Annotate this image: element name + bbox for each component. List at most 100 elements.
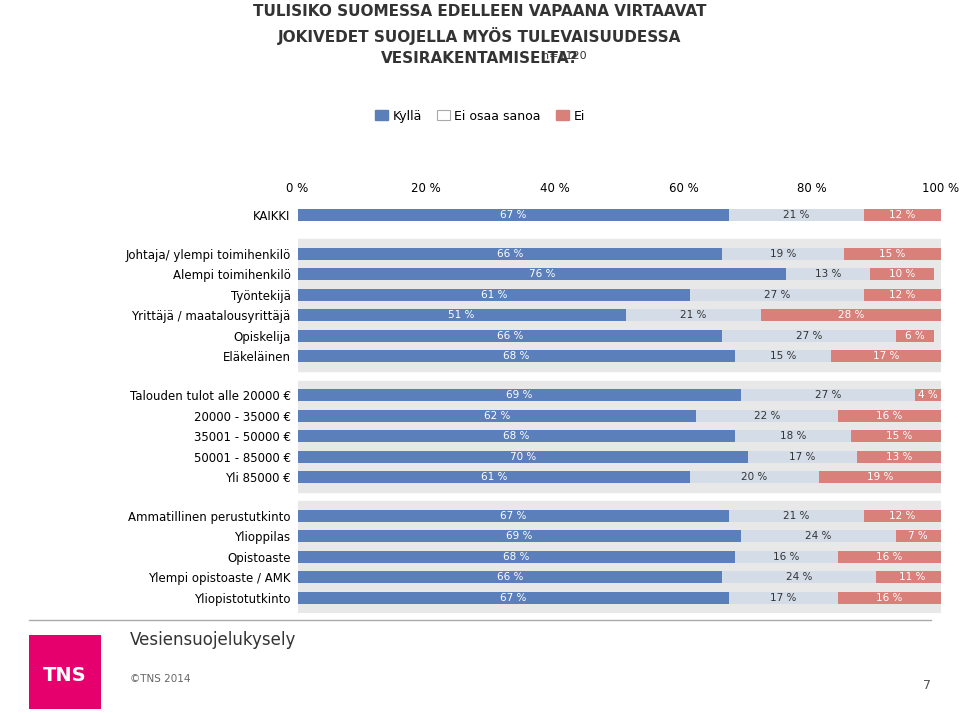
Text: 22 %: 22 % [754,411,780,421]
Text: 62 %: 62 % [484,411,510,421]
Text: 18 %: 18 % [780,431,806,441]
Text: 15 %: 15 % [879,249,905,259]
Bar [864,289,941,301]
Text: 12 %: 12 % [889,210,916,220]
Text: TNS: TNS [43,666,86,685]
Text: 66 %: 66 % [496,573,523,583]
Bar [298,330,722,342]
Text: 68 %: 68 % [503,431,530,441]
Bar [298,309,626,322]
Bar [735,430,851,442]
Text: 11 %: 11 % [899,573,925,583]
Bar [729,592,838,604]
Text: 69 %: 69 % [506,531,533,541]
Text: 16 %: 16 % [876,593,902,602]
Text: 13 %: 13 % [886,451,912,461]
Text: 21 %: 21 % [783,511,809,521]
Text: 68 %: 68 % [503,352,530,361]
Text: 16 %: 16 % [876,552,902,562]
Bar [838,551,941,563]
Text: 7: 7 [924,679,931,692]
Bar [870,268,934,280]
Text: ©TNS 2014: ©TNS 2014 [130,674,190,684]
Bar [298,471,690,483]
Bar [915,389,941,401]
Text: 68 %: 68 % [503,552,530,562]
Text: 24 %: 24 % [786,573,812,583]
Text: 12 %: 12 % [889,511,916,521]
Text: 20 %: 20 % [741,472,767,482]
Text: 28 %: 28 % [837,310,864,320]
Text: 17 %: 17 % [873,352,900,361]
Text: 69 %: 69 % [506,390,533,400]
Text: 10 %: 10 % [889,270,915,279]
Bar [298,551,735,563]
Bar [838,410,941,421]
Text: 70 %: 70 % [510,451,536,461]
Bar [298,248,722,260]
Bar [298,240,941,371]
Bar [896,330,934,342]
Bar [838,592,941,604]
Bar [298,451,748,463]
Text: 15 %: 15 % [770,352,797,361]
Text: 19 %: 19 % [867,472,893,482]
Bar [298,410,696,421]
Text: JOKIVEDET SUOJELLA MYÖS TULEVAISUUDESSA: JOKIVEDET SUOJELLA MYÖS TULEVAISUUDESSA [278,27,682,45]
Text: 66 %: 66 % [496,249,523,259]
Text: 13 %: 13 % [815,270,841,279]
Legend: Kyllä, Ei osaa sanoa, Ei: Kyllä, Ei osaa sanoa, Ei [375,110,585,123]
Text: 67 %: 67 % [500,210,526,220]
Bar [760,309,941,322]
Bar [298,289,690,301]
Bar [298,268,786,280]
Text: 27 %: 27 % [763,290,790,300]
Bar [298,381,941,491]
Bar [696,410,838,421]
Text: n=1120: n=1120 [542,51,587,61]
Text: Vesiensuojelukysely: Vesiensuojelukysely [130,631,296,649]
Bar [741,530,896,543]
Bar [735,350,831,362]
Text: 12 %: 12 % [889,290,916,300]
Bar [298,389,741,401]
Bar [876,571,948,583]
Bar [722,330,896,342]
Text: 15 %: 15 % [886,431,912,441]
Bar [857,451,941,463]
Bar [864,209,941,221]
Text: 51 %: 51 % [448,310,475,320]
Text: 66 %: 66 % [496,331,523,341]
Bar [298,430,735,442]
Text: 16 %: 16 % [876,411,902,421]
Bar [722,571,876,583]
Bar [819,471,941,483]
Bar [748,451,857,463]
Text: 67 %: 67 % [500,593,526,602]
Text: 27 %: 27 % [815,390,841,400]
Bar [298,350,735,362]
Text: 61 %: 61 % [481,290,507,300]
Text: 61 %: 61 % [481,472,507,482]
Bar [298,501,941,612]
Bar [864,510,941,522]
Bar [851,430,948,442]
Bar [729,209,864,221]
Bar [298,530,741,543]
Text: VESIRAKENTAMISELTA?: VESIRAKENTAMISELTA? [381,51,579,66]
Text: 7 %: 7 % [908,531,928,541]
Text: 19 %: 19 % [770,249,797,259]
Text: TULISIKO SUOMESSA EDELLEEN VAPAANA VIRTAAVAT: TULISIKO SUOMESSA EDELLEEN VAPAANA VIRTA… [253,4,707,19]
Text: 67 %: 67 % [500,511,526,521]
Bar [722,248,845,260]
Text: 21 %: 21 % [783,210,809,220]
Text: 21 %: 21 % [680,310,707,320]
Bar [786,268,870,280]
Bar [626,309,760,322]
Text: 27 %: 27 % [796,331,822,341]
Bar [729,510,864,522]
Bar [298,571,722,583]
Text: 4 %: 4 % [918,390,938,400]
Text: 24 %: 24 % [805,531,831,541]
Text: 16 %: 16 % [773,552,800,562]
